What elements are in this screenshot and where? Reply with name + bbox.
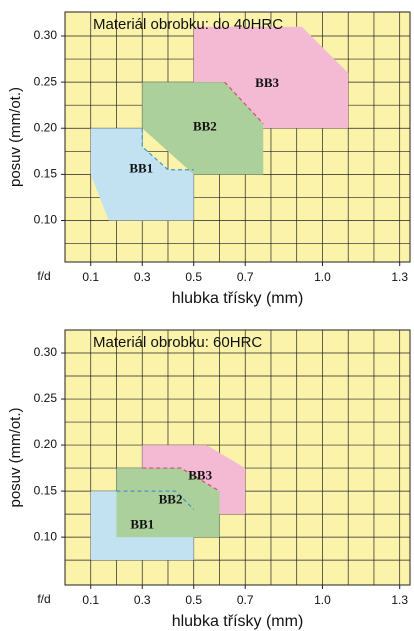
y-tick-label: 0.30 — [34, 28, 58, 42]
y-axis-label: posuv (mm/ot.) — [7, 87, 24, 187]
x-tick-label: 0.5 — [185, 270, 202, 284]
y-tick-label: 0.20 — [34, 437, 58, 451]
x-tick-label: 0.7 — [237, 593, 254, 607]
panel-title: Materiál obrobku: do 40HRC — [93, 16, 283, 33]
x-tick-label: 0.5 — [185, 593, 202, 607]
corner-label: f/d — [37, 269, 50, 283]
region — [90, 128, 194, 221]
region-label: BB2 — [159, 491, 183, 506]
region — [142, 445, 246, 515]
y-tick-label: 0.25 — [34, 74, 58, 88]
y-tick-label: 0.10 — [34, 529, 58, 543]
x-tick-label: 1.0 — [314, 593, 331, 607]
region-boundary — [142, 467, 220, 492]
y-tick-label: 0.20 — [34, 120, 58, 134]
x-tick-label: 0.3 — [134, 593, 151, 607]
region-boundary — [116, 490, 195, 510]
region — [142, 82, 264, 175]
x-tick-label: 0.7 — [237, 270, 254, 284]
region-label: BB1 — [130, 517, 154, 532]
x-tick-label: 1.0 — [314, 270, 331, 284]
y-tick-label: 0.30 — [34, 345, 58, 359]
region-label: BB3 — [255, 75, 279, 90]
x-tick-label: 1.3 — [391, 593, 408, 607]
plot-border — [64, 11, 411, 263]
panel-title: Materiál obrobku: 60HRC — [93, 334, 262, 351]
plot-border — [64, 329, 411, 586]
region-label: BB2 — [193, 118, 217, 133]
x-tick-label: 0.1 — [82, 593, 99, 607]
region-boundary — [224, 81, 264, 125]
region-boundary — [141, 128, 194, 171]
x-tick-label: 0.1 — [82, 270, 99, 284]
region-label: BB1 — [129, 161, 153, 176]
y-tick-label: 0.25 — [34, 391, 58, 405]
corner-label: f/d — [37, 592, 50, 606]
x-tick-label: 0.3 — [134, 270, 151, 284]
x-axis-label: hlubka třísky (mm) — [172, 613, 304, 630]
y-tick-label: 0.15 — [34, 483, 58, 497]
region-label: BB3 — [188, 468, 212, 483]
y-tick-label: 0.15 — [34, 167, 58, 181]
y-tick-label: 0.10 — [34, 213, 58, 227]
x-axis-label: hlubka třísky (mm) — [172, 290, 304, 307]
y-axis-label: posuv (mm/ot.) — [7, 407, 24, 507]
region — [116, 468, 220, 538]
x-tick-label: 1.3 — [391, 270, 408, 284]
region — [193, 26, 349, 129]
